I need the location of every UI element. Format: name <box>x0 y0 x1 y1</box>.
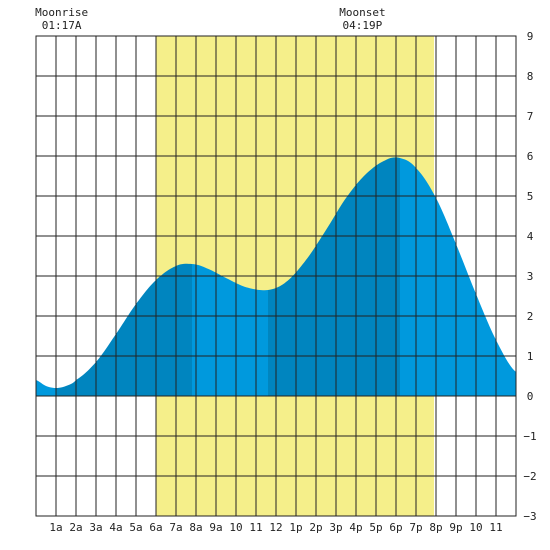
x-tick-label: 11 <box>489 521 502 534</box>
y-tick-label: −3 <box>523 510 536 523</box>
y-tick-label: 3 <box>527 270 534 283</box>
x-tick-label: 4a <box>109 521 122 534</box>
x-tick-label: 6a <box>149 521 162 534</box>
y-tick-label: 4 <box>527 230 534 243</box>
x-tick-label: 7a <box>169 521 182 534</box>
y-tick-label: 5 <box>527 190 534 203</box>
tide-bands <box>36 157 516 396</box>
x-tick-label: 12 <box>269 521 282 534</box>
y-tick-label: 9 <box>527 30 534 43</box>
x-tick-label: 1a <box>49 521 62 534</box>
tide-band-falling <box>192 264 268 396</box>
x-tick-label: 3p <box>329 521 342 534</box>
tide-band-falling <box>400 158 516 396</box>
x-tick-label: 8p <box>429 521 442 534</box>
x-tick-label: 2p <box>309 521 322 534</box>
x-tick-label: 11 <box>249 521 262 534</box>
x-tick-label: 6p <box>389 521 402 534</box>
tide-band-falling <box>36 380 56 396</box>
x-tick-labels: 1a 2a 3a 4a 5a 6a 7a 8a 9a 10 11 12 1p 2p 3p 4p 5p 6p 7p 8p… <box>49 521 502 534</box>
x-tick-label: 2a <box>69 521 82 534</box>
x-tick-label: 5a <box>129 521 142 534</box>
y-tick-label: −2 <box>523 470 536 483</box>
y-tick-labels: −3 −2 −1 0 1 2 3 4 5 6 7 8 9 <box>523 30 536 523</box>
horizontal-grid <box>36 75 516 477</box>
x-tick-label: 10 <box>229 521 242 534</box>
tide-band-rising <box>56 263 192 396</box>
x-tick-label: 5p <box>369 521 382 534</box>
x-tick-label: 9a <box>209 521 222 534</box>
moon-event-time: 01:17A <box>42 19 82 32</box>
y-tick-label: 1 <box>527 350 534 363</box>
tide-band-rising <box>268 157 400 396</box>
y-tick-label: 7 <box>527 110 534 123</box>
y-tick-label: −1 <box>523 430 536 443</box>
y-tick-label: 8 <box>527 70 534 83</box>
x-tick-label: 1p <box>289 521 302 534</box>
x-tick-label: 7p <box>409 521 422 534</box>
plot-frame <box>35 35 517 517</box>
x-tick-label: 4p <box>349 521 362 534</box>
moon-event-label: Moonset <box>339 6 385 19</box>
moon-event-label: Moonrise <box>35 6 88 19</box>
x-tick-label: 8a <box>189 521 202 534</box>
y-tick-label: 2 <box>527 310 534 323</box>
y-tick-label: 6 <box>527 150 534 163</box>
x-tick-label: 3a <box>89 521 102 534</box>
y-tick-label: 0 <box>527 390 534 403</box>
moon-event-time: 04:19P <box>343 19 383 32</box>
x-tick-label: 10 <box>469 521 482 534</box>
x-tick-label: 9p <box>449 521 462 534</box>
